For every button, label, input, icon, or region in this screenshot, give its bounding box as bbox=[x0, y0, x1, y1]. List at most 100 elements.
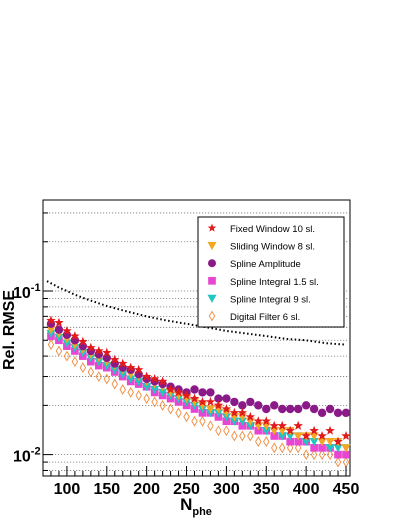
data-point bbox=[261, 427, 271, 436]
data-point bbox=[239, 430, 246, 442]
legend-marker bbox=[207, 242, 217, 251]
data-point bbox=[46, 326, 56, 335]
data-point bbox=[270, 432, 279, 440]
x-tick-label: 100 bbox=[54, 481, 81, 498]
data-point bbox=[191, 415, 198, 427]
x-axis-label: Nphe bbox=[180, 495, 212, 518]
data-point bbox=[325, 438, 335, 447]
data-point bbox=[221, 404, 232, 414]
data-point bbox=[165, 384, 176, 394]
data-point bbox=[149, 373, 160, 383]
data-point bbox=[285, 404, 295, 414]
data-point bbox=[309, 438, 319, 447]
data-point bbox=[341, 408, 351, 418]
data-point bbox=[87, 366, 95, 378]
legend-label: Fixed Window 10 sl. bbox=[230, 224, 315, 235]
data-point bbox=[166, 388, 176, 397]
data-point bbox=[293, 420, 303, 430]
data-point bbox=[302, 449, 310, 460]
data-point bbox=[197, 396, 208, 406]
x-tick-label: 450 bbox=[333, 481, 360, 498]
legend-box bbox=[197, 216, 345, 328]
legend-marker bbox=[207, 294, 217, 303]
data-point bbox=[111, 378, 118, 390]
y-tick-label: 10-1 bbox=[13, 282, 41, 302]
data-point bbox=[317, 408, 327, 418]
data-point bbox=[317, 438, 327, 447]
x-axis-ticks: 100 150 200 250 300 350 400 450 bbox=[50, 466, 360, 498]
data-point bbox=[286, 442, 294, 454]
data-point bbox=[254, 401, 263, 410]
data-point bbox=[143, 393, 150, 404]
data-point bbox=[127, 387, 134, 398]
data-point bbox=[294, 442, 302, 454]
data-point bbox=[285, 425, 295, 435]
data-point bbox=[207, 420, 214, 432]
data-point bbox=[334, 450, 342, 459]
data-point bbox=[119, 384, 126, 395]
data-point bbox=[133, 364, 144, 374]
data-point bbox=[294, 437, 302, 446]
data-point bbox=[205, 405, 215, 414]
y-axis-ticks: 10-1 10-2 bbox=[13, 212, 53, 471]
legend-label: Sliding Window 8 sl. bbox=[230, 242, 315, 253]
data-point bbox=[333, 436, 343, 446]
data-point bbox=[222, 394, 231, 403]
data-point bbox=[238, 401, 247, 410]
data-point bbox=[262, 404, 271, 414]
data-point bbox=[117, 358, 128, 368]
data-point bbox=[174, 391, 184, 400]
data-point bbox=[79, 362, 87, 374]
data-point bbox=[245, 422, 255, 431]
data-point bbox=[237, 407, 248, 417]
data-point bbox=[70, 331, 80, 341]
data-point bbox=[189, 393, 200, 403]
data-point bbox=[221, 413, 231, 422]
data-point bbox=[310, 444, 318, 452]
data-point bbox=[326, 449, 334, 460]
data-point bbox=[215, 425, 222, 437]
data-point bbox=[159, 399, 166, 411]
data-point bbox=[341, 444, 351, 453]
data-point bbox=[277, 432, 287, 441]
data-point bbox=[223, 425, 230, 437]
data-point bbox=[237, 417, 247, 426]
data-point bbox=[95, 371, 103, 382]
reference-curve bbox=[46, 280, 347, 346]
data-point bbox=[342, 450, 350, 459]
x-tick-label: 150 bbox=[93, 481, 120, 498]
data-point bbox=[271, 442, 278, 454]
data-point bbox=[125, 362, 136, 372]
data-point bbox=[333, 408, 343, 418]
y-tick-label: 10-2 bbox=[13, 446, 41, 466]
x-tick-label: 350 bbox=[253, 481, 280, 498]
data-point bbox=[118, 370, 128, 379]
x-tick-label: 200 bbox=[133, 481, 160, 498]
data-point bbox=[142, 383, 152, 392]
x-tick-label: 300 bbox=[213, 481, 240, 498]
data-point bbox=[301, 401, 311, 410]
data-point bbox=[253, 416, 264, 426]
data-point bbox=[277, 420, 287, 430]
legend-marker bbox=[208, 259, 216, 268]
y-axis-label: Rel. RMSE bbox=[1, 290, 18, 370]
data-point bbox=[181, 390, 192, 400]
data-point bbox=[261, 416, 272, 426]
data-point bbox=[213, 400, 224, 410]
data-point bbox=[254, 426, 263, 435]
data-point bbox=[62, 339, 72, 348]
data-point bbox=[269, 420, 279, 430]
data-point bbox=[341, 430, 351, 441]
data-point bbox=[110, 366, 120, 375]
data-point bbox=[301, 430, 311, 441]
data-point bbox=[318, 449, 326, 460]
data-point bbox=[206, 388, 215, 397]
data-point bbox=[230, 397, 239, 407]
data-point bbox=[173, 387, 184, 397]
data-point bbox=[54, 317, 64, 327]
data-point bbox=[102, 347, 112, 357]
data-point bbox=[285, 432, 295, 441]
data-point bbox=[310, 449, 318, 460]
data-point bbox=[150, 385, 160, 395]
